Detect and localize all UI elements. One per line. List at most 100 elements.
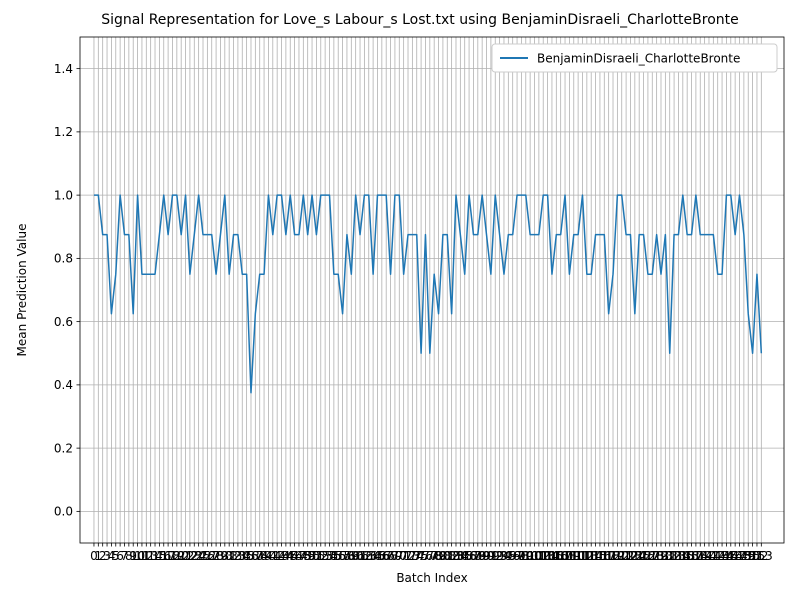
x-tick-label: 75: [413, 549, 428, 563]
x-tick-label: 24: [191, 549, 206, 563]
y-tick-label: 1.4: [54, 62, 73, 76]
x-tick-label: 118: [597, 549, 620, 563]
x-tick-label: 48: [296, 549, 311, 563]
x-tick-label: 123: [619, 549, 642, 563]
x-tick-label: 76: [418, 549, 433, 563]
x-tick-label: 93: [492, 549, 507, 563]
x-tick-label: 88: [470, 549, 485, 563]
x-tick-label: 101: [523, 549, 546, 563]
x-tick-label: 43: [274, 549, 289, 563]
x-tick-label: 99: [518, 549, 533, 563]
x-tick-label: 50: [304, 549, 319, 563]
x-tick-label: 55: [326, 549, 341, 563]
x-tick-label: 132: [658, 549, 681, 563]
x-tick-label: 110: [562, 549, 585, 563]
x-tick-label: 18: [165, 549, 180, 563]
x-tick-label: 69: [387, 549, 402, 563]
x-tick-label: 25: [195, 549, 210, 563]
y-tick-label: 0.0: [54, 505, 73, 519]
x-tick-label: 137: [680, 549, 703, 563]
x-tick-label: 116: [588, 549, 611, 563]
x-tick-label: 6: [116, 549, 124, 563]
x-tick-label: 41: [265, 549, 280, 563]
x-tick-label: 106: [545, 549, 568, 563]
x-tick-label: 66: [374, 549, 389, 563]
x-tick-label: 17: [160, 549, 175, 563]
x-tick-label: 130: [650, 549, 673, 563]
x-tick-label: 121: [610, 549, 633, 563]
x-tick-label: 122: [615, 549, 638, 563]
x-tick-label: 81: [440, 549, 455, 563]
x-tick-label: 140: [693, 549, 716, 563]
plot-area: [79, 36, 785, 544]
x-tick-label: 89: [475, 549, 490, 563]
legend: BenjaminDisraeli_CharlotteBronte: [491, 43, 778, 73]
x-tick-label: 39: [256, 549, 271, 563]
x-tick-label: 139: [689, 549, 712, 563]
x-tick-label: 53: [317, 549, 332, 563]
x-tick-label: 86: [461, 549, 476, 563]
x-tick-label: 28: [208, 549, 223, 563]
x-tick-label: 14: [147, 549, 162, 563]
x-tick-label: 119: [602, 549, 625, 563]
x-tick-label: 33: [230, 549, 245, 563]
y-tick-label: 0.6: [54, 315, 73, 329]
x-tick-label: 1: [94, 549, 102, 563]
x-tick-label: 92: [488, 549, 503, 563]
x-tick-label: 54: [322, 549, 337, 563]
x-tick-label: 38: [252, 549, 267, 563]
x-tick-label: 11: [134, 549, 149, 563]
x-tick-label: 126: [632, 549, 655, 563]
x-tick-label: 111: [567, 549, 590, 563]
x-tick-label: 113: [575, 549, 598, 563]
y-axis: 0.0 0.2 0.4 0.6 0.8 1.0 1.2 1.4: [54, 62, 80, 519]
x-tick-label: 82: [444, 549, 459, 563]
x-tick-label: 71: [396, 549, 411, 563]
y-gridlines: [80, 68, 784, 512]
x-tick-label: 62: [357, 549, 372, 563]
x-tick-label: 46: [287, 549, 302, 563]
x-tick-label: 51: [309, 549, 324, 563]
x-tick-label: 44: [278, 549, 293, 563]
x-tick-label: 4: [108, 549, 116, 563]
x-tick-label: 128: [641, 549, 664, 563]
x-tick-label: 31: [222, 549, 237, 563]
x-tick-label: 145: [715, 549, 738, 563]
x-tick-label: 108: [554, 549, 577, 563]
x-tick-label: 146: [719, 549, 742, 563]
x-tick-label: 20: [174, 549, 189, 563]
x-tick-label: 72: [400, 549, 415, 563]
x-tick-label: 61: [352, 549, 367, 563]
x-tick-label: 65: [370, 549, 385, 563]
x-tick-label: 10: [130, 549, 145, 563]
x-tick-label: 52: [313, 549, 328, 563]
x-tick-label: 27: [204, 549, 219, 563]
x-tick-label: 21: [178, 549, 193, 563]
x-tick-label: 78: [427, 549, 442, 563]
x-tick-label: 143: [706, 549, 729, 563]
x-tick-label: 117: [593, 549, 616, 563]
x-tick-label: 42: [270, 549, 285, 563]
x-tick-label: 148: [728, 549, 751, 563]
x-tick-label: 47: [291, 549, 306, 563]
x-tick-label: 57: [335, 549, 350, 563]
x-tick-label: 91: [483, 549, 498, 563]
x-tick-label: 129: [645, 549, 668, 563]
x-tick-label: 95: [501, 549, 516, 563]
x-tick-label: 60: [348, 549, 363, 563]
x-tick-label: 64: [365, 549, 380, 563]
x-tick-label: 147: [724, 549, 747, 563]
x-tick-label: 3: [103, 549, 111, 563]
x-tick-label: 19: [169, 549, 184, 563]
x-tick-label: 74: [409, 549, 424, 563]
x-tick-label: 85: [457, 549, 472, 563]
x-tick-label: 29: [213, 549, 228, 563]
x-tick-label: 84: [453, 549, 468, 563]
x-tick-label: 141: [698, 549, 721, 563]
x-tick-label: 124: [623, 549, 646, 563]
y-tick-label: 0.4: [54, 378, 73, 392]
series-line: [93, 194, 763, 394]
y-tick-label: 1.0: [54, 188, 73, 202]
legend-label: BenjaminDisraeli_CharlotteBronte: [537, 52, 740, 66]
